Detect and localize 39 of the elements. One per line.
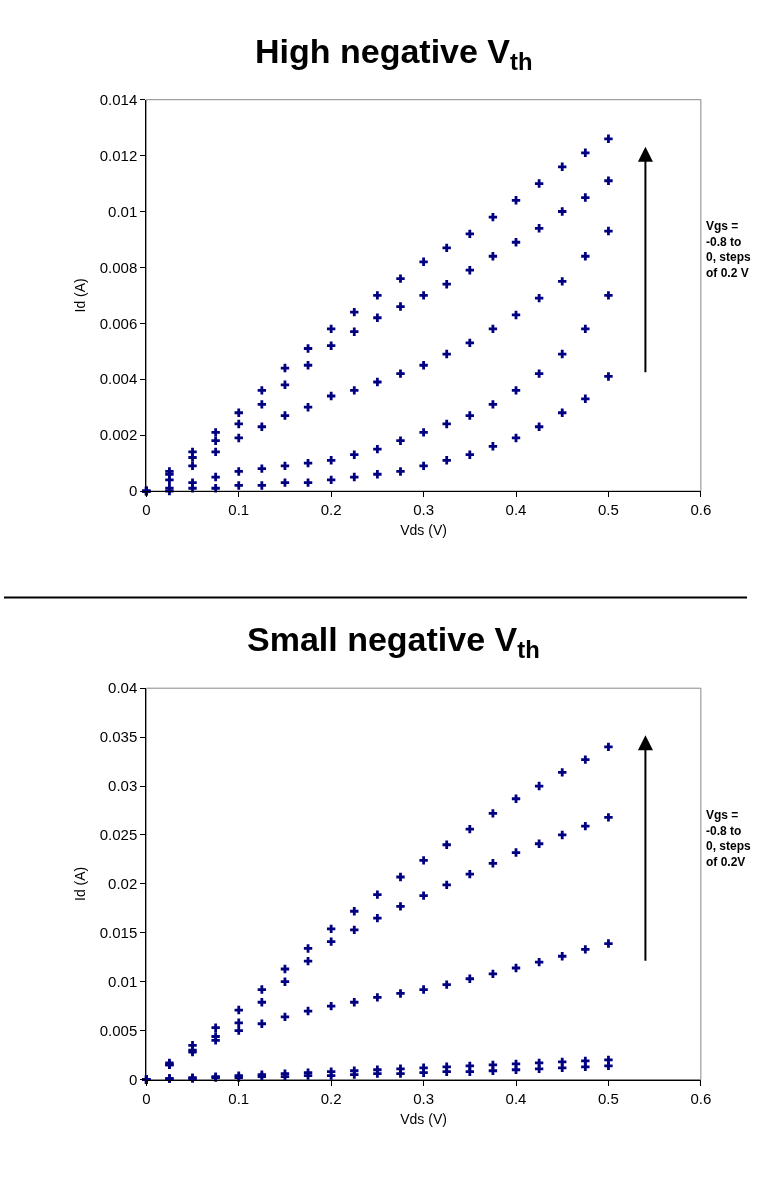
y-tick-label: 0.012: [99, 146, 138, 164]
x-tick-label: 0: [142, 501, 151, 519]
x-tick-label: 0.4: [505, 1089, 527, 1107]
y-tick-label: 0.008: [99, 258, 138, 276]
x-tick-label: 0.6: [690, 501, 712, 519]
y-tick-label: 0.01: [108, 202, 138, 220]
y-tick-label: 0.014: [99, 90, 138, 108]
x-tick-label: 0.3: [413, 1089, 435, 1107]
x-tick-label: 0.4: [505, 501, 527, 519]
y-tick-label: 0.004: [99, 370, 138, 388]
x-tick-label: 0.5: [598, 1089, 619, 1107]
y-tick-label: 0: [128, 482, 138, 500]
y-tick-label: 0.025: [99, 826, 138, 844]
x-tick-label: 0.2: [320, 1089, 342, 1107]
y-axis-title: Id (A): [72, 278, 89, 313]
x-tick-label: 0.5: [598, 501, 619, 519]
x-tick-label: 0.1: [228, 1089, 250, 1107]
y-tick-label: 0.03: [108, 777, 138, 795]
x-axis-title: Vds (V): [400, 1110, 447, 1127]
y-tick-label: 0.002: [99, 426, 138, 444]
y-tick-label: 0.04: [108, 679, 138, 697]
chart-title: Small negative V$_{th}$: [247, 620, 540, 664]
text: Vgs = -0.8 to 0, steps of 0.2V: [706, 808, 752, 869]
x-axis-title: Vds (V): [400, 522, 447, 539]
y-tick-label: 0.01: [108, 972, 138, 990]
x-tick-label: 0.2: [320, 501, 342, 519]
y-tick-label: 0.015: [99, 924, 138, 942]
x-tick-label: 0.1: [228, 501, 250, 519]
x-tick-label: 0.3: [413, 501, 435, 519]
y-tick-label: 0.035: [99, 728, 138, 746]
chart-title: High negative V$_{th}$: [255, 32, 533, 76]
y-tick-label: 0: [128, 1070, 138, 1088]
text: Vgs = -0.8 to 0, steps of 0.2 V: [706, 219, 752, 280]
y-tick-label: 0.006: [99, 314, 138, 332]
y-tick-label: 0.02: [108, 875, 138, 893]
y-axis-title: Id (A): [72, 866, 89, 901]
x-tick-label: 0: [142, 1089, 151, 1107]
x-tick-label: 0.6: [690, 1089, 712, 1107]
y-tick-label: 0.005: [99, 1021, 138, 1039]
